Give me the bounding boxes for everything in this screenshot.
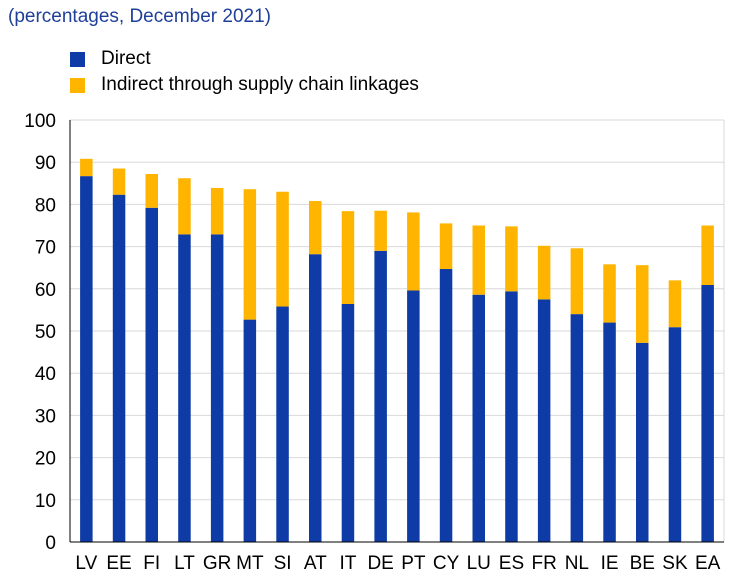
x-tick-label: FI <box>143 553 160 574</box>
bar-indirect-pt <box>407 212 420 291</box>
legend-item-indirect: Indirect through supply chain linkages <box>70 72 419 98</box>
bar-indirect-lt <box>178 178 191 235</box>
bar-direct-lt <box>178 234 191 542</box>
legend-label-indirect: Indirect through supply chain linkages <box>101 74 419 95</box>
x-tick-label: ES <box>499 553 524 574</box>
bar-direct-de <box>374 250 387 542</box>
x-tick-label: EE <box>106 553 131 574</box>
legend-swatch-indirect <box>70 77 85 93</box>
x-tick-label: IT <box>340 553 357 574</box>
bar-indirect-gr <box>210 187 224 235</box>
x-tick-label: EA <box>695 553 721 574</box>
bar-direct-es <box>505 291 518 542</box>
bar-indirect-lv <box>80 158 93 177</box>
bar-indirect-nl <box>570 248 584 315</box>
bar-indirect-be <box>636 265 649 343</box>
legend: Direct Indirect through supply chain lin… <box>70 46 419 98</box>
bar-direct-be <box>636 342 649 542</box>
y-tick-label: 70 <box>35 238 56 259</box>
y-tick-label: 0 <box>45 533 56 554</box>
bar-direct-at <box>309 254 322 543</box>
y-tick-label: 30 <box>35 406 56 427</box>
bar-direct-it <box>341 303 355 542</box>
bar-indirect-cy <box>439 223 453 269</box>
bar-indirect-ea <box>701 225 714 286</box>
y-tick-label: 50 <box>35 322 56 343</box>
bar-direct-fi <box>145 207 158 542</box>
bar-indirect-sk <box>668 280 682 328</box>
bar-direct-sk <box>668 327 682 542</box>
bar-direct-fr <box>537 299 551 542</box>
bar-indirect-es <box>505 226 518 292</box>
bar-indirect-it <box>341 211 355 304</box>
bar-direct-ie <box>603 322 616 542</box>
bar-indirect-lu <box>472 225 485 295</box>
x-tick-label: SK <box>662 553 688 574</box>
chart-subtitle: (percentages, December 2021) <box>8 6 271 27</box>
legend-item-direct: Direct <box>70 46 419 72</box>
x-tick-label: IE <box>601 553 619 574</box>
x-tick-label: NL <box>565 553 589 574</box>
y-tick-label: 60 <box>35 280 56 301</box>
x-tick-label: AT <box>304 553 327 574</box>
y-tick-label: 100 <box>24 111 56 132</box>
bar-indirect-si <box>276 191 289 307</box>
bar-direct-mt <box>243 319 257 542</box>
bar-direct-nl <box>570 314 584 542</box>
bar-indirect-at <box>309 201 322 255</box>
bar-indirect-ie <box>603 264 616 323</box>
bar-indirect-mt <box>243 189 257 320</box>
x-tick-label: DE <box>367 553 393 574</box>
x-tick-label: CY <box>433 553 460 574</box>
x-tick-label: BE <box>630 553 655 574</box>
x-tick-label: LU <box>467 553 491 574</box>
y-tick-label: 80 <box>35 195 56 216</box>
bar-direct-lv <box>80 176 93 542</box>
bar-indirect-de <box>374 210 387 251</box>
bar-direct-pt <box>407 290 420 542</box>
bar-indirect-fr <box>537 245 551 300</box>
bar-direct-lu <box>472 294 485 542</box>
bar-direct-si <box>276 306 289 542</box>
x-tick-label: FR <box>531 553 556 574</box>
x-tick-label: GR <box>203 553 232 574</box>
bar-indirect-fi <box>145 174 158 208</box>
y-tick-label: 20 <box>35 449 56 470</box>
bar-direct-ea <box>701 285 714 542</box>
legend-swatch-direct <box>70 51 85 67</box>
x-tick-label: SI <box>274 553 292 574</box>
bar-direct-ee <box>112 194 126 542</box>
y-tick-label: 40 <box>35 364 56 385</box>
x-tick-label: LT <box>174 553 195 574</box>
legend-label-direct: Direct <box>101 48 151 69</box>
x-tick-label: MT <box>236 553 264 574</box>
y-tick-label: 90 <box>35 153 56 174</box>
x-tick-label: LV <box>75 553 97 574</box>
bar-indirect-ee <box>112 168 126 195</box>
bar-direct-cy <box>439 268 453 542</box>
bar-direct-gr <box>210 234 224 542</box>
x-tick-label: PT <box>401 553 426 574</box>
y-tick-label: 10 <box>35 491 56 512</box>
